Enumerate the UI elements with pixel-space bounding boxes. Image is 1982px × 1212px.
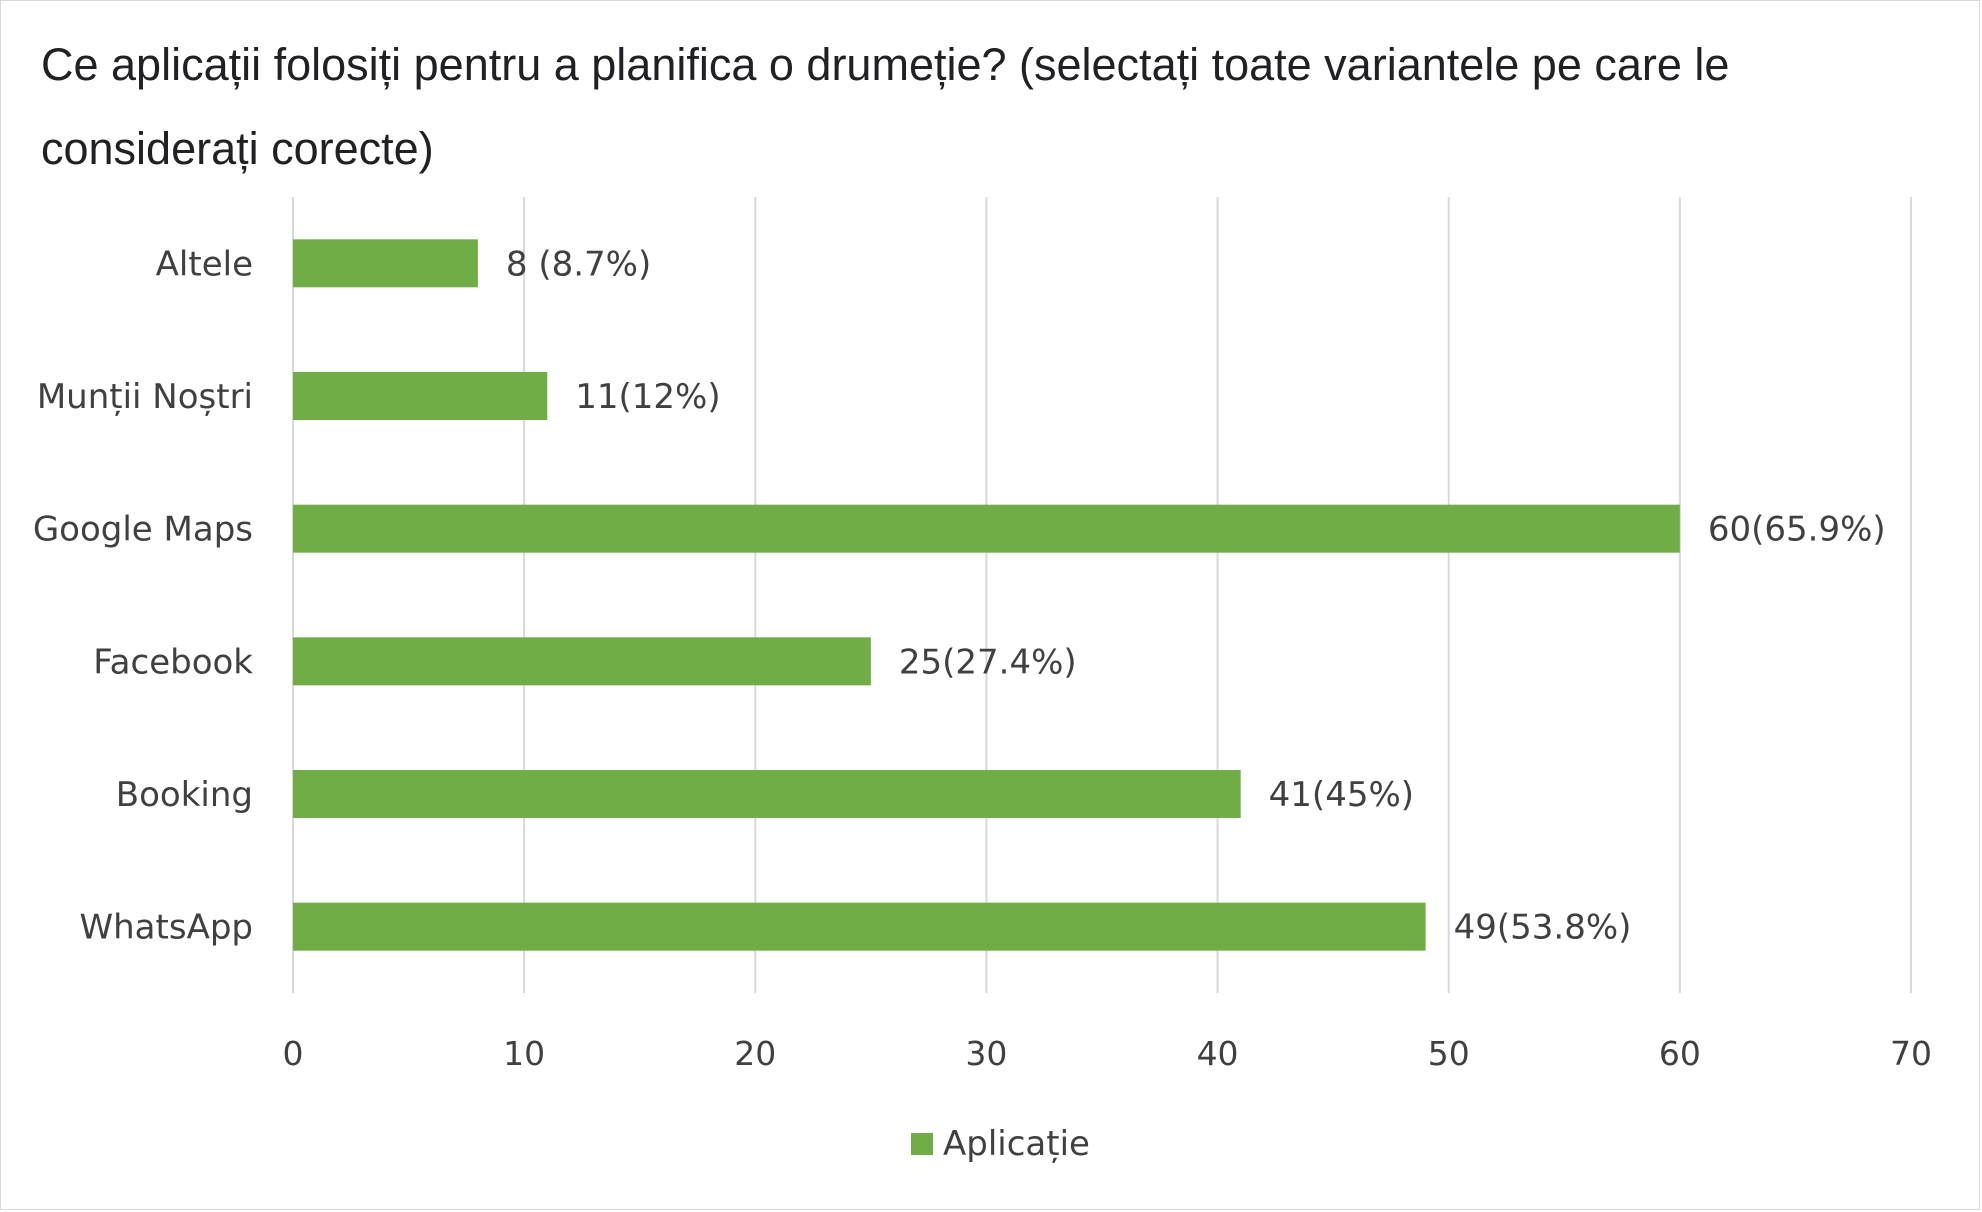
data-label: 25(27.4%) [899, 642, 1077, 682]
gridlines [292, 197, 1912, 993]
bars [293, 239, 1680, 951]
category-label: Munții Noștri [37, 377, 253, 417]
bar [293, 770, 1241, 818]
data-label: 41(45%) [1269, 775, 1414, 815]
data-labels: 49(53.8%) 41(45%) 25(27.4%) 60(65.9%) 11(12%… [506, 244, 1886, 947]
category-label: WhatsApp [80, 908, 253, 948]
x-tick-label: 40 [1197, 1034, 1239, 1073]
data-label: 60(65.9%) [1708, 510, 1886, 550]
category-label: Altele [156, 244, 253, 284]
bar [293, 239, 478, 288]
x-axis-tick-labels: 0 10 20 30 40 50 60 70 [283, 1034, 1933, 1073]
data-label: 11(12%) [575, 377, 720, 417]
x-tick-label: 10 [503, 1034, 545, 1073]
category-label: Facebook [93, 642, 253, 682]
x-tick-label: 30 [965, 1034, 1007, 1073]
category-label: Google Maps [33, 510, 253, 550]
chart-title: Ce aplicații folosiți pentru a planifica… [41, 39, 1730, 174]
x-tick-label: 60 [1659, 1034, 1701, 1073]
x-tick-label: 50 [1428, 1034, 1470, 1073]
x-tick-label: 0 [283, 1034, 304, 1073]
bar [293, 637, 871, 686]
data-label: 49(53.8%) [1454, 908, 1632, 948]
bar [293, 902, 1426, 951]
x-tick-label: 20 [734, 1034, 776, 1073]
bar [293, 504, 1680, 553]
legend: Aplicație [911, 1124, 1090, 1164]
x-tick-label: 70 [1890, 1034, 1932, 1073]
legend-swatch [911, 1133, 933, 1155]
bar [293, 372, 548, 420]
legend-label: Aplicație [943, 1124, 1090, 1164]
data-label: 8 (8.7%) [506, 244, 651, 284]
category-labels: WhatsApp Booking Facebook Google Maps Munții… [33, 244, 253, 947]
category-label: Booking [116, 775, 253, 815]
